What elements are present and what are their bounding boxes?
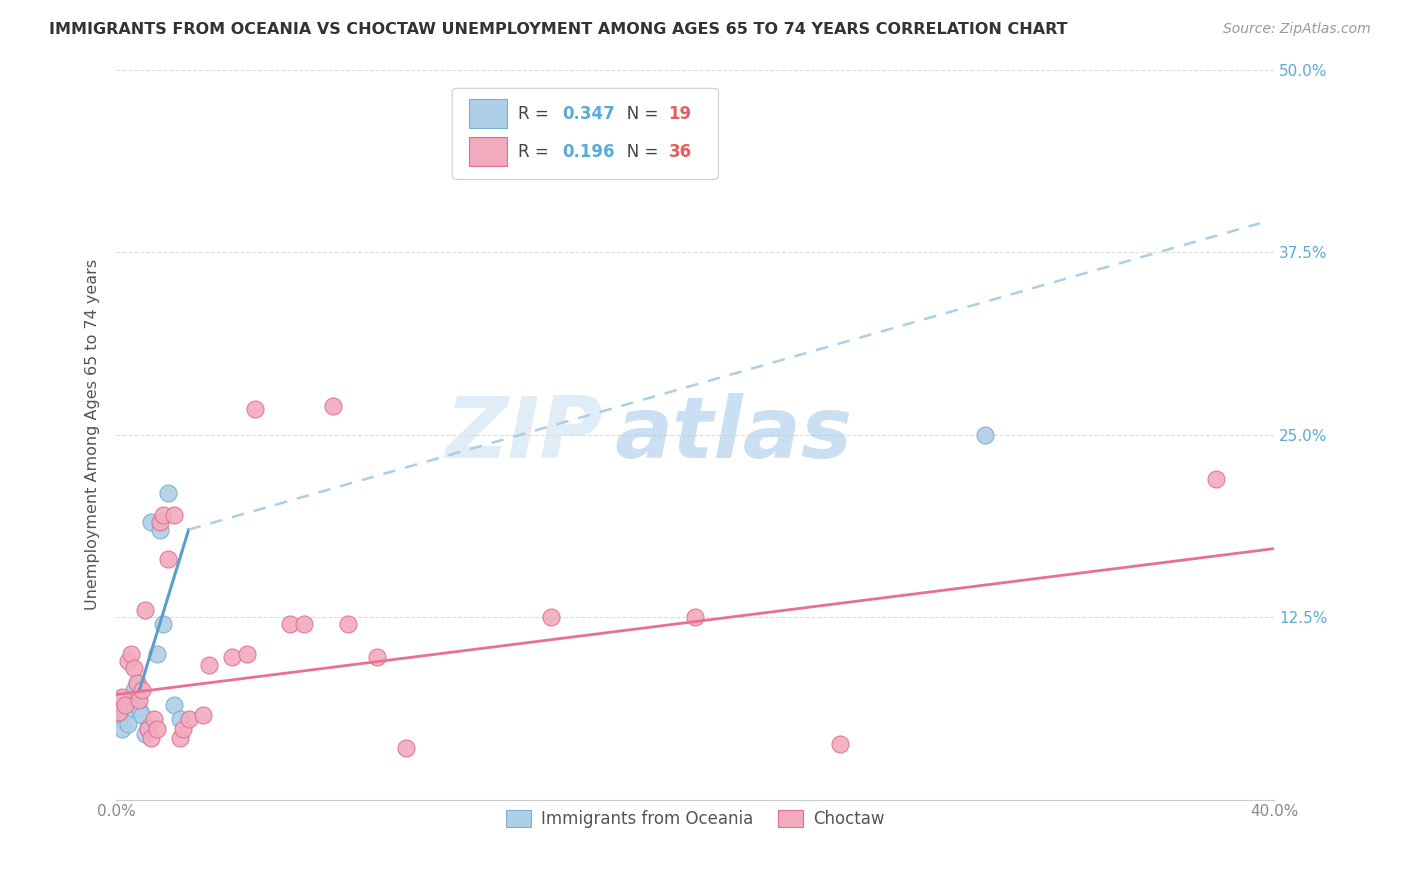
Text: Source: ZipAtlas.com: Source: ZipAtlas.com — [1223, 22, 1371, 37]
Text: 36: 36 — [669, 143, 692, 161]
Point — [152, 617, 174, 632]
Point — [149, 516, 172, 530]
Point — [111, 723, 134, 737]
Point — [149, 523, 172, 537]
Point — [111, 690, 134, 705]
Point — [125, 675, 148, 690]
Text: atlas: atlas — [614, 393, 852, 476]
Point — [198, 658, 221, 673]
Point — [828, 737, 851, 751]
Point — [122, 683, 145, 698]
Point — [125, 675, 148, 690]
Point — [245, 401, 267, 416]
Point — [117, 716, 139, 731]
Point — [221, 649, 243, 664]
Point — [134, 727, 156, 741]
Text: 0.196: 0.196 — [562, 143, 614, 161]
Point — [235, 647, 257, 661]
Point — [114, 698, 136, 712]
Text: R =: R = — [519, 143, 560, 161]
Point — [142, 712, 165, 726]
Point — [366, 649, 388, 664]
Point — [1205, 472, 1227, 486]
Text: 0.347: 0.347 — [562, 105, 614, 123]
Point — [120, 693, 142, 707]
Point — [131, 683, 153, 698]
Point — [146, 723, 169, 737]
Point — [191, 707, 214, 722]
Point — [128, 693, 150, 707]
Text: N =: N = — [610, 105, 664, 123]
Point — [136, 723, 159, 737]
Point — [131, 707, 153, 722]
Point — [973, 427, 995, 442]
Point — [128, 702, 150, 716]
Point — [152, 508, 174, 522]
Point — [169, 712, 191, 726]
Point — [139, 731, 162, 746]
Point — [163, 698, 186, 712]
Point — [139, 516, 162, 530]
Point — [134, 603, 156, 617]
Point — [146, 647, 169, 661]
Point — [278, 617, 301, 632]
FancyBboxPatch shape — [470, 99, 506, 128]
Point — [336, 617, 359, 632]
Text: 19: 19 — [669, 105, 692, 123]
Y-axis label: Unemployment Among Ages 65 to 74 years: Unemployment Among Ages 65 to 74 years — [86, 260, 100, 610]
Point — [395, 741, 418, 756]
Point — [157, 486, 180, 500]
Legend: Immigrants from Oceania, Choctaw: Immigrants from Oceania, Choctaw — [499, 804, 891, 835]
Point — [136, 720, 159, 734]
FancyBboxPatch shape — [453, 88, 718, 179]
Point — [108, 705, 131, 719]
Text: IMMIGRANTS FROM OCEANIA VS CHOCTAW UNEMPLOYMENT AMONG AGES 65 TO 74 YEARS CORREL: IMMIGRANTS FROM OCEANIA VS CHOCTAW UNEMP… — [49, 22, 1067, 37]
Point — [114, 705, 136, 719]
Point — [172, 723, 194, 737]
Text: ZIP: ZIP — [446, 393, 603, 476]
Point — [322, 399, 344, 413]
Point — [540, 610, 562, 624]
Text: R =: R = — [519, 105, 560, 123]
Point — [108, 712, 131, 726]
Point — [685, 610, 707, 624]
Point — [120, 647, 142, 661]
Text: N =: N = — [610, 143, 664, 161]
Point — [163, 508, 186, 522]
Point — [177, 712, 200, 726]
Point — [157, 551, 180, 566]
FancyBboxPatch shape — [470, 137, 506, 166]
Point — [122, 661, 145, 675]
Point — [117, 654, 139, 668]
Point — [294, 617, 316, 632]
Point — [169, 731, 191, 746]
